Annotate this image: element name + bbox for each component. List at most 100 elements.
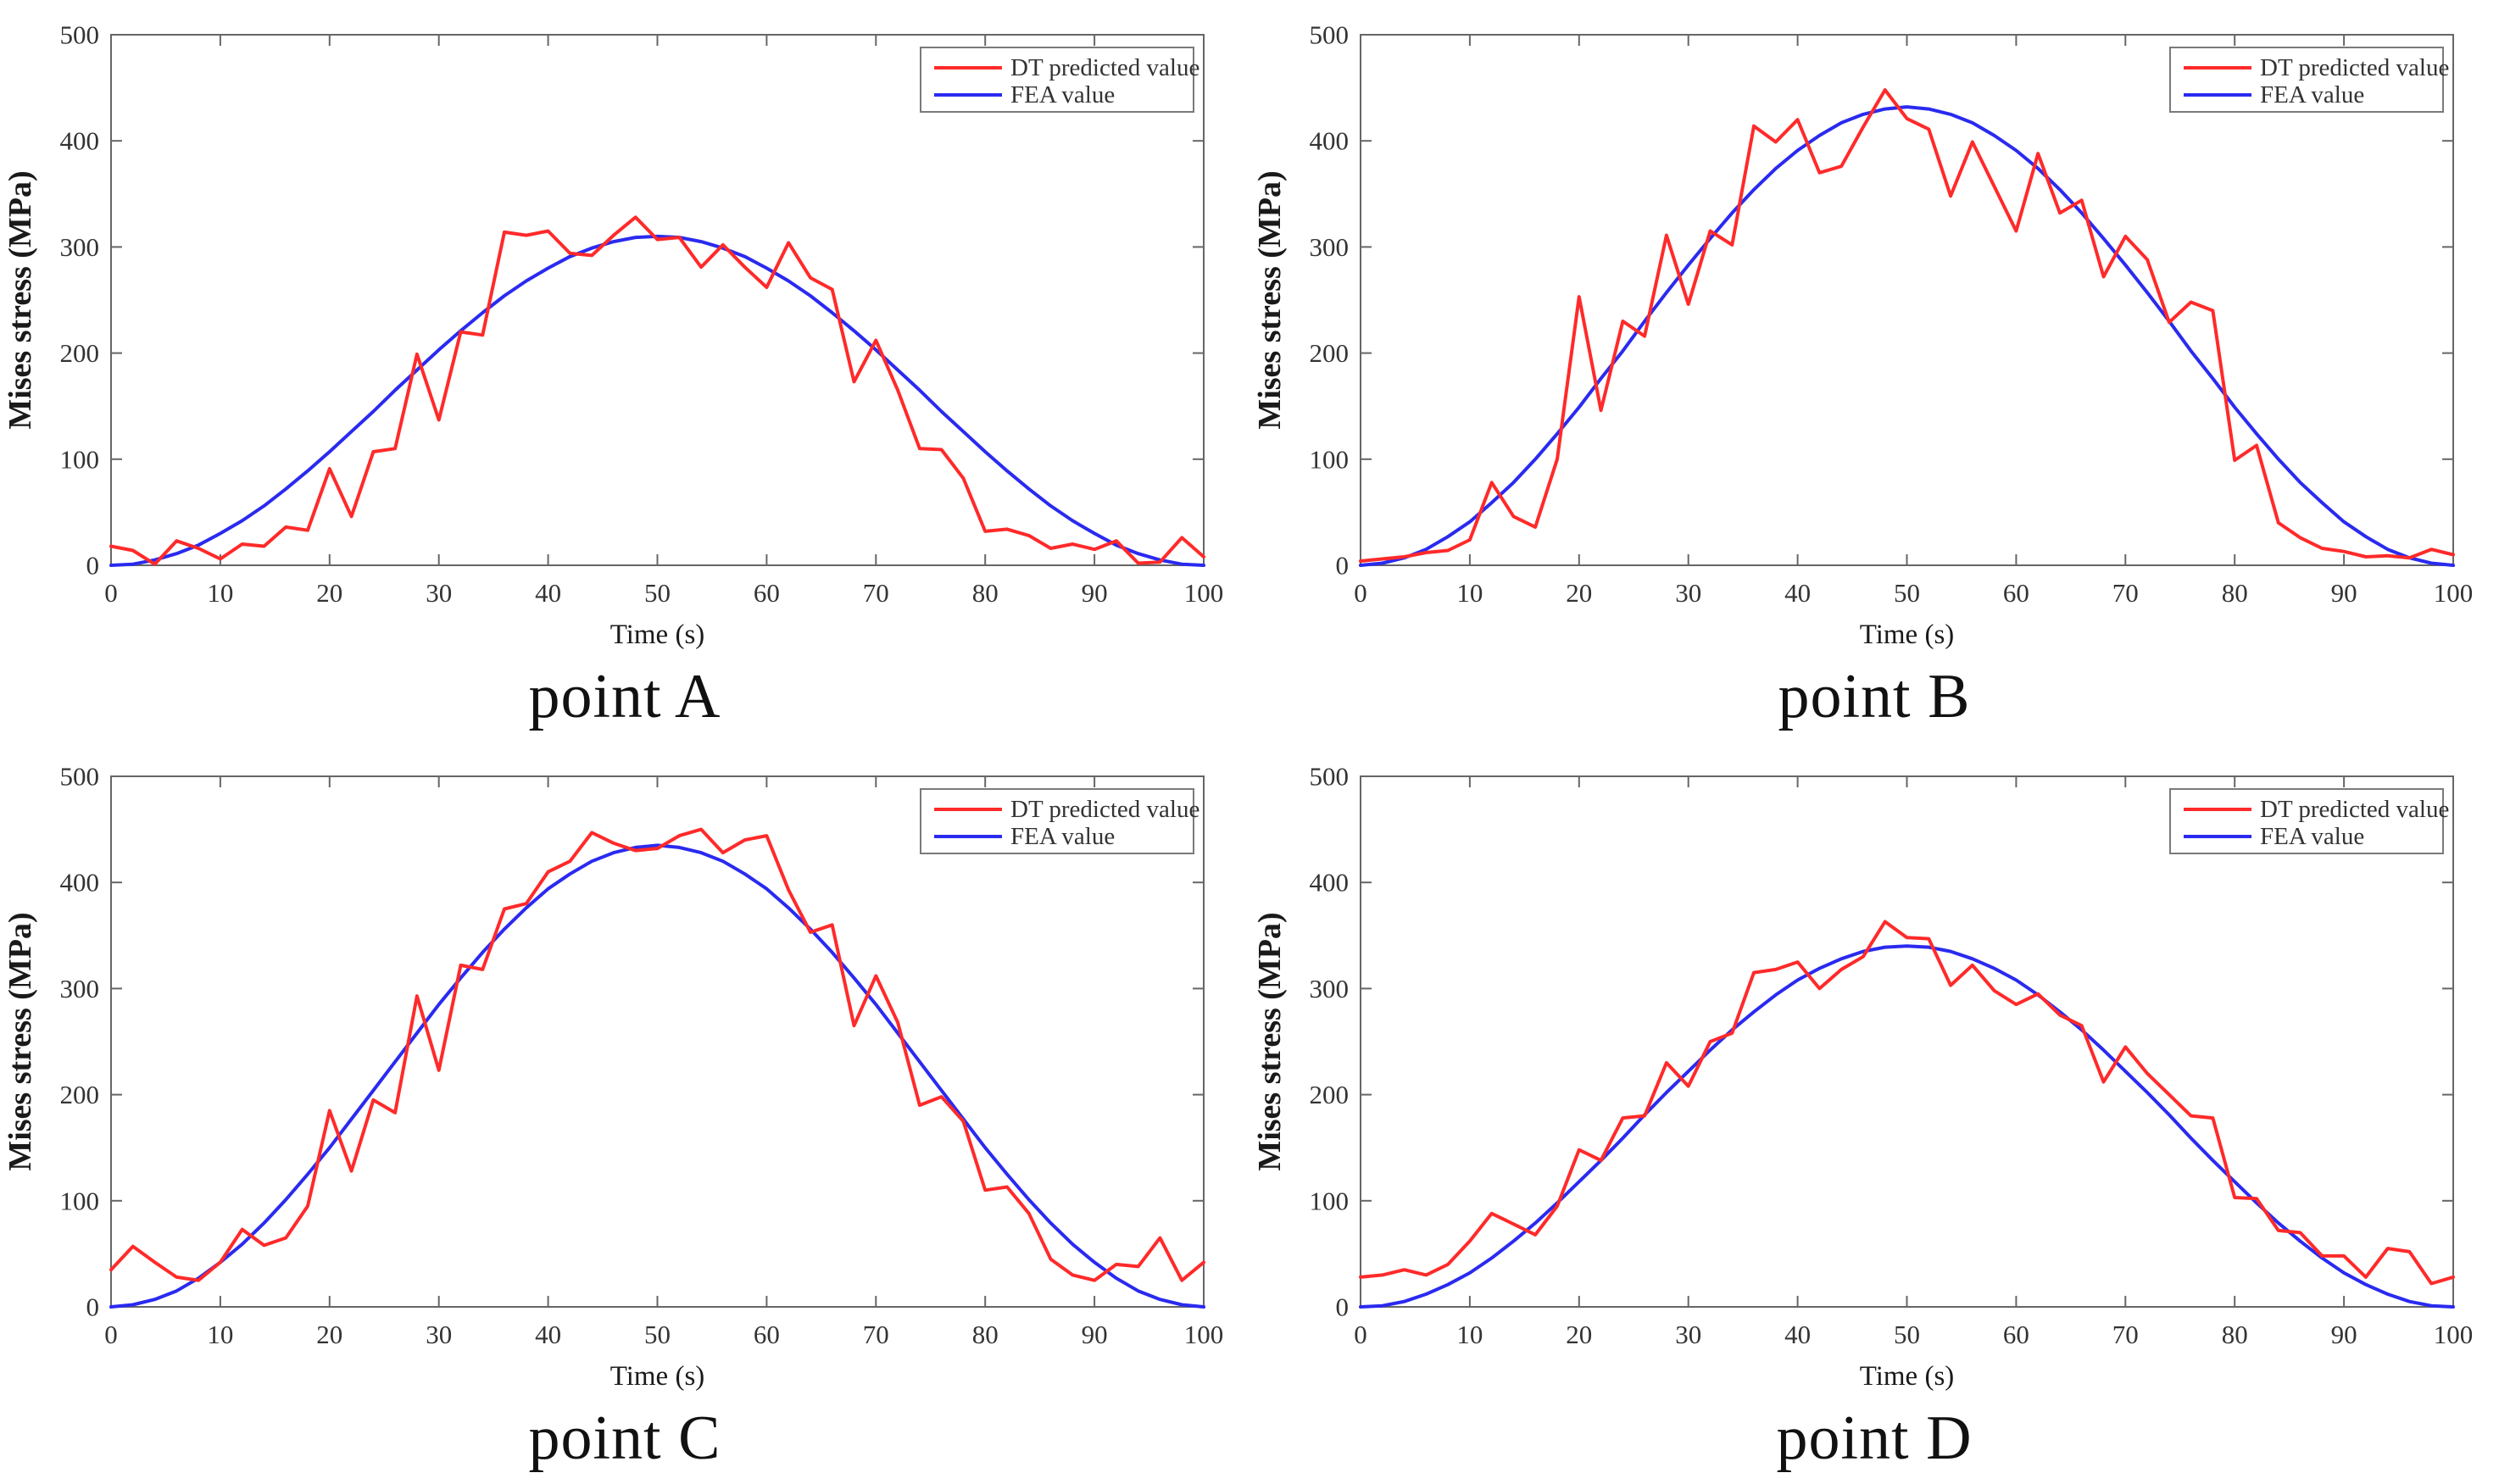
chart-a: 0 10 20 30 40 50 60 70 80 90 100 0 100 200 300 400 500 Ti… bbox=[3, 20, 1224, 651]
y-tick-label: 500 bbox=[1310, 762, 1350, 792]
x-tick-label: 50 bbox=[1894, 578, 1920, 608]
fea-value-line bbox=[1359, 944, 2455, 1309]
y-tick-label: 300 bbox=[60, 232, 100, 262]
fea-value-line bbox=[1359, 105, 2455, 567]
y-tick-label: 400 bbox=[60, 126, 100, 156]
x-tick-label: 70 bbox=[2112, 578, 2139, 608]
chart-panel-d: 0 10 20 30 40 50 60 70 80 90 100 0 100 200 300 400 500 Ti… bbox=[1250, 742, 2499, 1484]
x-tick-label: 100 bbox=[1184, 1320, 1224, 1349]
plot-frame bbox=[1360, 775, 2454, 1308]
y-tick-label: 0 bbox=[1336, 551, 1350, 581]
chart-panel-a: 0 10 20 30 40 50 60 70 80 90 100 0 100 200 300 400 500 Ti… bbox=[0, 0, 1250, 742]
legend-label: DT predicted value bbox=[1010, 796, 1199, 823]
x-tick-label: 60 bbox=[2003, 578, 2029, 608]
chart-caption-d: point D bbox=[1776, 1403, 1973, 1473]
x-tick-label: 80 bbox=[2222, 1320, 2248, 1349]
x-tick-label: 90 bbox=[1082, 578, 1108, 608]
y-tick-label: 100 bbox=[60, 444, 100, 474]
x-tick-label: 90 bbox=[1082, 1320, 1108, 1349]
y-tick-label: 500 bbox=[60, 20, 100, 50]
x-tick-label: 80 bbox=[972, 1320, 999, 1349]
x-tick-label: 90 bbox=[2331, 1320, 2357, 1349]
plot-frame bbox=[110, 34, 1205, 566]
y-tick-label: 100 bbox=[60, 1186, 100, 1215]
x-tick-label: 10 bbox=[207, 1320, 233, 1349]
x-tick-label: 60 bbox=[754, 578, 780, 608]
legend-label: FEA value bbox=[2260, 81, 2364, 108]
legend-box bbox=[920, 788, 1194, 854]
y-axis-title: Mises stress (MPa) bbox=[1252, 912, 1288, 1170]
x-tick-label: 0 bbox=[1354, 578, 1367, 608]
chart-caption-c: point C bbox=[528, 1403, 721, 1473]
dt-predicted-line bbox=[109, 215, 1205, 566]
y-tick-label: 200 bbox=[60, 1080, 100, 1109]
legend-box bbox=[2169, 47, 2444, 113]
legend-label: DT predicted value bbox=[2260, 796, 2449, 823]
x-tick-label: 40 bbox=[1784, 578, 1811, 608]
x-tick-label: 40 bbox=[535, 1320, 561, 1349]
fea-value-line bbox=[109, 843, 1205, 1309]
y-tick-label: 200 bbox=[1310, 338, 1350, 368]
y-tick-label: 0 bbox=[86, 1292, 100, 1322]
x-tick-label: 70 bbox=[863, 578, 889, 608]
dt-predicted-line bbox=[109, 827, 1205, 1282]
x-axis-title: Time (s) bbox=[1860, 1361, 1955, 1392]
legend-label: DT predicted value bbox=[2260, 54, 2449, 81]
x-tick-label: 10 bbox=[207, 578, 233, 608]
y-tick-label: 400 bbox=[1310, 868, 1350, 898]
x-tick-label: 10 bbox=[1456, 1320, 1483, 1349]
x-tick-label: 40 bbox=[1784, 1320, 1811, 1349]
y-tick-label: 200 bbox=[1310, 1080, 1350, 1109]
legend-box bbox=[2169, 788, 2444, 854]
legend-box bbox=[920, 47, 1194, 113]
x-tick-label: 30 bbox=[1675, 578, 1701, 608]
legend-label: DT predicted value bbox=[1010, 54, 1199, 81]
y-tick-label: 0 bbox=[86, 551, 100, 581]
y-tick-label: 500 bbox=[60, 762, 100, 792]
x-tick-label: 90 bbox=[2331, 578, 2357, 608]
y-tick-label: 100 bbox=[1310, 444, 1350, 474]
y-tick-label: 300 bbox=[1310, 232, 1350, 262]
chart-panel-b: 0 10 20 30 40 50 60 70 80 90 100 0 100 200 300 400 500 Ti… bbox=[1250, 0, 2499, 742]
legend-label: FEA value bbox=[2260, 823, 2364, 850]
x-tick-label: 10 bbox=[1456, 578, 1483, 608]
legend-label: FEA value bbox=[1010, 81, 1115, 108]
plot-frame bbox=[1360, 34, 2454, 566]
x-tick-label: 30 bbox=[426, 578, 452, 608]
dt-predicted-line bbox=[1359, 920, 2455, 1286]
x-axis-title: Time (s) bbox=[610, 620, 705, 650]
chart-c: 0 10 20 30 40 50 60 70 80 90 100 0 100 200 300 400 500 Ti… bbox=[3, 762, 1224, 1392]
x-tick-label: 80 bbox=[972, 578, 999, 608]
chart-d: 0 10 20 30 40 50 60 70 80 90 100 0 100 200 300 400 500 Ti… bbox=[1252, 762, 2473, 1392]
x-tick-label: 20 bbox=[1566, 1320, 1592, 1349]
x-tick-label: 70 bbox=[2112, 1320, 2139, 1349]
x-tick-label: 0 bbox=[104, 1320, 118, 1349]
y-axis-title: Mises stress (MPa) bbox=[3, 170, 38, 429]
x-tick-label: 40 bbox=[535, 578, 561, 608]
x-tick-label: 20 bbox=[316, 1320, 342, 1349]
x-tick-label: 50 bbox=[644, 578, 671, 608]
plot-frame bbox=[110, 775, 1205, 1308]
y-tick-label: 400 bbox=[1310, 126, 1350, 156]
x-tick-label: 20 bbox=[316, 578, 342, 608]
y-tick-label: 400 bbox=[60, 868, 100, 898]
x-axis-title: Time (s) bbox=[1860, 620, 1955, 650]
y-tick-label: 500 bbox=[1310, 20, 1350, 50]
x-tick-label: 60 bbox=[2003, 1320, 2029, 1349]
x-tick-label: 30 bbox=[1675, 1320, 1701, 1349]
y-tick-label: 100 bbox=[1310, 1186, 1350, 1215]
y-tick-label: 300 bbox=[60, 974, 100, 1003]
x-tick-label: 70 bbox=[863, 1320, 889, 1349]
legend-label: FEA value bbox=[1010, 823, 1115, 850]
y-tick-label: 200 bbox=[60, 338, 100, 368]
x-tick-label: 20 bbox=[1566, 578, 1592, 608]
y-tick-label: 0 bbox=[1336, 1292, 1350, 1322]
x-tick-label: 80 bbox=[2222, 578, 2248, 608]
x-tick-label: 100 bbox=[1184, 578, 1224, 608]
x-axis-title: Time (s) bbox=[610, 1361, 705, 1392]
chart-caption-b: point B bbox=[1778, 662, 1971, 731]
x-tick-label: 50 bbox=[644, 1320, 671, 1349]
chart-panel-c: 0 10 20 30 40 50 60 70 80 90 100 0 100 200 300 400 500 Ti… bbox=[0, 742, 1250, 1484]
x-tick-label: 60 bbox=[754, 1320, 780, 1349]
